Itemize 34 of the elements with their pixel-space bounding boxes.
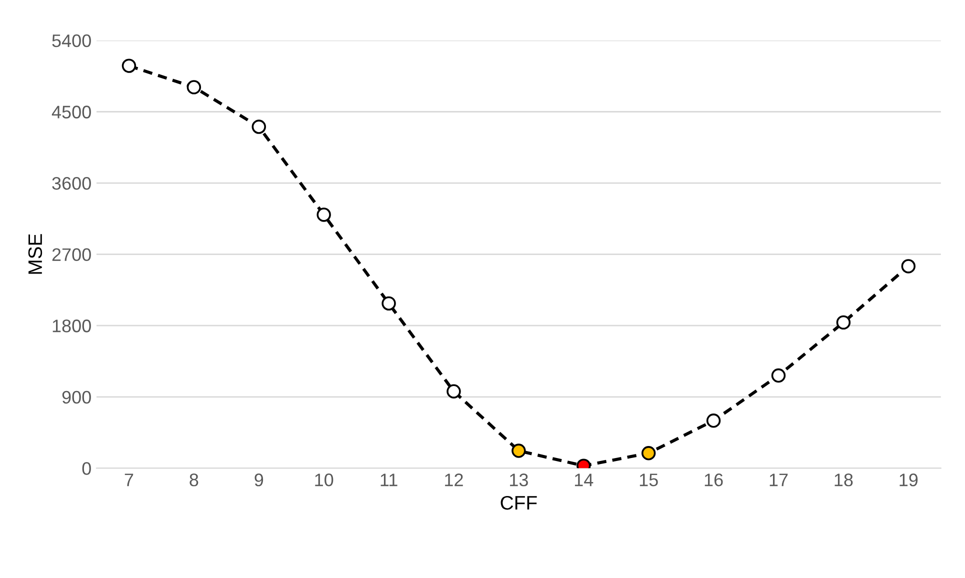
y-tick-label: 5400	[52, 34, 91, 48]
x-tick-label: 17	[770, 474, 788, 486]
point	[446, 384, 461, 398]
x-tick-label: 16	[704, 474, 723, 486]
x-tick-label: 14	[574, 474, 594, 486]
point	[706, 414, 721, 428]
point	[512, 444, 526, 458]
x-tick-label: 7	[124, 474, 134, 486]
point	[771, 368, 786, 383]
point	[252, 120, 266, 134]
point	[901, 259, 916, 274]
x-axis-title: CFF	[500, 496, 537, 510]
x-tick-label: 19	[900, 474, 918, 486]
y-tick-label: 0	[82, 462, 91, 475]
point	[641, 446, 656, 460]
point	[382, 296, 396, 311]
y-tick-label: 3600	[52, 176, 91, 190]
y-axis-title: MSE	[28, 234, 42, 274]
y-tick-label: 4500	[52, 106, 91, 118]
x-tick-label: 12	[445, 474, 463, 486]
point	[186, 80, 202, 94]
x-tick-label: 13	[510, 474, 528, 486]
y-tick-label: 900	[62, 390, 91, 404]
x-tick-label: 9	[254, 474, 264, 486]
point	[122, 58, 136, 73]
y-tick-label: 2700	[52, 248, 91, 262]
x-tick-label: 10	[315, 474, 334, 486]
point	[836, 315, 851, 330]
x-tick-label: 8	[190, 474, 198, 486]
x-tick-label: 15	[640, 474, 658, 486]
point	[316, 208, 331, 222]
x-tick-label: 18	[834, 474, 853, 486]
y-tick-label: 1800	[52, 320, 91, 332]
x-tick-label: 11	[380, 474, 398, 486]
